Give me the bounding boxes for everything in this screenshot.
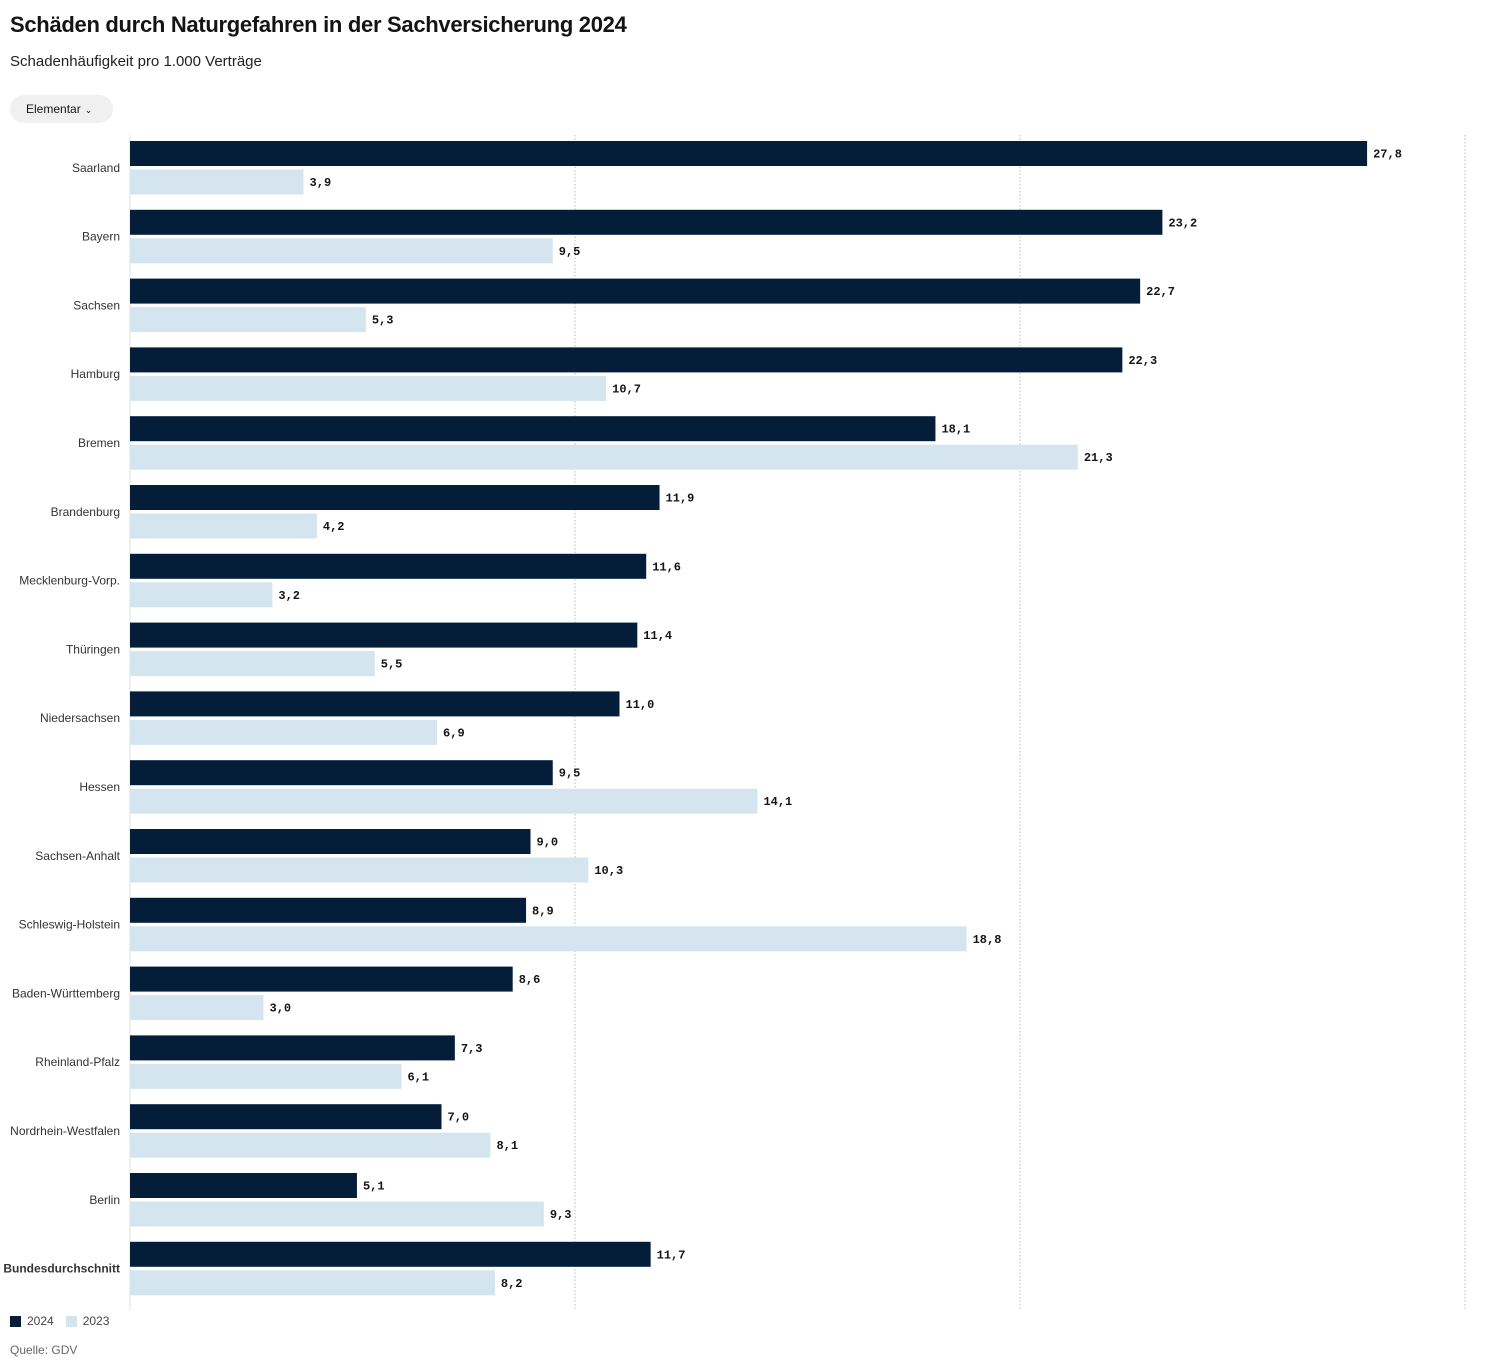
- bar-2023: [130, 582, 273, 608]
- value-label-2024: 11,6: [652, 560, 681, 574]
- value-label-2023: 9,3: [550, 1208, 572, 1222]
- value-label-2023: 14,1: [763, 795, 792, 809]
- bar-2024: [130, 897, 527, 923]
- bar-2023: [130, 513, 317, 539]
- category-label: Rheinland-Pfalz: [35, 1055, 120, 1069]
- dropdown-selected-label: Elementar: [26, 102, 81, 116]
- legend-swatch-2024: [10, 1315, 21, 1327]
- category-label: Niedersachsen: [40, 711, 120, 725]
- bar-chart: 0102030Saarland27,83,9Bayern23,29,5Sachs…: [3, 135, 1466, 1311]
- value-label-2023: 10,3: [594, 864, 623, 878]
- bar-2023: [130, 995, 264, 1021]
- value-label-2024: 22,3: [1128, 354, 1157, 368]
- category-dropdown[interactable]: Elementar ⌄: [10, 95, 113, 123]
- value-label-2024: 11,4: [643, 629, 672, 643]
- bar-2023: [130, 1132, 491, 1158]
- legend-item-2024: 2024: [10, 1314, 54, 1328]
- bar-2023: [130, 926, 967, 952]
- value-label-2024: 11,7: [657, 1248, 686, 1262]
- value-label-2024: 11,9: [666, 492, 695, 506]
- value-label-2024: 11,0: [626, 698, 655, 712]
- value-label-2023: 3,2: [278, 589, 300, 603]
- category-label: Mecklenburg-Vorp.: [19, 574, 120, 588]
- legend-label-2023: 2023: [82, 1314, 110, 1328]
- chart-subtitle: Schadenhäufigkeit pro 1.000 Verträge: [10, 53, 262, 70]
- bar-2023: [130, 1201, 544, 1227]
- value-label-2023: 9,5: [559, 245, 581, 259]
- legend-label-2024: 2024: [27, 1314, 54, 1328]
- bar-2024: [130, 1035, 455, 1061]
- category-label: Berlin: [89, 1193, 120, 1207]
- bar-2023: [130, 1063, 402, 1089]
- bar-2024: [130, 1173, 357, 1198]
- value-label-2023: 5,5: [381, 658, 403, 672]
- bar-2024: [130, 1104, 442, 1130]
- value-label-2023: 18,8: [973, 933, 1002, 947]
- bar-2024: [130, 278, 1141, 304]
- value-label-2023: 4,2: [323, 520, 345, 534]
- bar-2023: [130, 169, 304, 195]
- bar-2023: [130, 1270, 495, 1296]
- value-label-2023: 21,3: [1084, 451, 1113, 465]
- value-label-2024: 22,7: [1146, 285, 1175, 299]
- category-label: Saarland: [72, 161, 120, 175]
- bar-2024: [130, 1241, 651, 1267]
- value-label-2023: 3,9: [310, 176, 332, 190]
- value-label-2023: 8,2: [501, 1277, 523, 1291]
- bar-2024: [130, 622, 638, 648]
- bar-2023: [130, 719, 438, 745]
- value-label-2023: 5,3: [372, 314, 394, 328]
- bar-2023: [130, 375, 607, 401]
- bar-2023: [130, 651, 375, 677]
- bar-2024: [130, 760, 553, 786]
- bar-2024: [130, 553, 647, 579]
- category-label: Sachsen: [73, 298, 120, 312]
- bar-2024: [130, 347, 1123, 373]
- bar-2023: [130, 238, 553, 264]
- value-label-2024: 8,9: [532, 904, 554, 918]
- chart-title: Schäden durch Naturgefahren in der Sachv…: [10, 12, 627, 37]
- value-label-2023: 6,1: [407, 1070, 429, 1084]
- category-label: Nordrhein-Westfalen: [10, 1124, 120, 1138]
- bar-2024: [130, 209, 1163, 235]
- value-label-2024: 7,0: [448, 1111, 470, 1125]
- bar-2024: [130, 416, 936, 442]
- bar-2024: [130, 829, 531, 854]
- value-label-2024: 23,2: [1168, 216, 1197, 230]
- category-label: Brandenburg: [51, 505, 120, 519]
- category-label: Hessen: [79, 780, 120, 794]
- value-label-2024: 8,6: [519, 973, 541, 987]
- value-label-2024: 7,3: [461, 1042, 483, 1056]
- value-label-2023: 10,7: [612, 382, 641, 396]
- category-label: Bayern: [82, 230, 120, 244]
- bar-2023: [130, 307, 366, 333]
- legend-item-2023: 2023: [65, 1314, 110, 1328]
- category-label: Sachsen-Anhalt: [35, 849, 120, 863]
- category-label: Hamburg: [71, 367, 120, 381]
- bar-2024: [130, 966, 513, 992]
- category-label: Schleswig-Holstein: [19, 918, 120, 932]
- category-label: Bremen: [78, 436, 120, 450]
- category-label: Baden-Württemberg: [12, 986, 120, 1000]
- bar-2024: [130, 485, 660, 510]
- legend-swatch-2023: [65, 1315, 77, 1327]
- value-label-2024: 27,8: [1373, 148, 1402, 162]
- category-label: Bundesdurchschnitt: [3, 1262, 120, 1276]
- bar-2023: [130, 444, 1078, 470]
- chevron-down-icon: ⌄: [84, 105, 93, 115]
- bar-2024: [130, 141, 1368, 166]
- value-label-2024: 5,1: [363, 1180, 385, 1194]
- value-label-2024: 18,1: [941, 423, 970, 437]
- bar-2023: [130, 788, 758, 814]
- legend: 2024 2023: [10, 1314, 121, 1328]
- value-label-2024: 9,0: [537, 836, 559, 850]
- bar-2024: [130, 691, 620, 717]
- bar-2023: [130, 857, 589, 883]
- category-label: Thüringen: [66, 642, 120, 656]
- value-label-2024: 9,5: [559, 767, 581, 781]
- value-label-2023: 6,9: [443, 726, 465, 740]
- value-label-2023: 3,0: [270, 1002, 292, 1016]
- source-note: Quelle: GDV: [10, 1343, 78, 1357]
- value-label-2023: 8,1: [496, 1139, 518, 1153]
